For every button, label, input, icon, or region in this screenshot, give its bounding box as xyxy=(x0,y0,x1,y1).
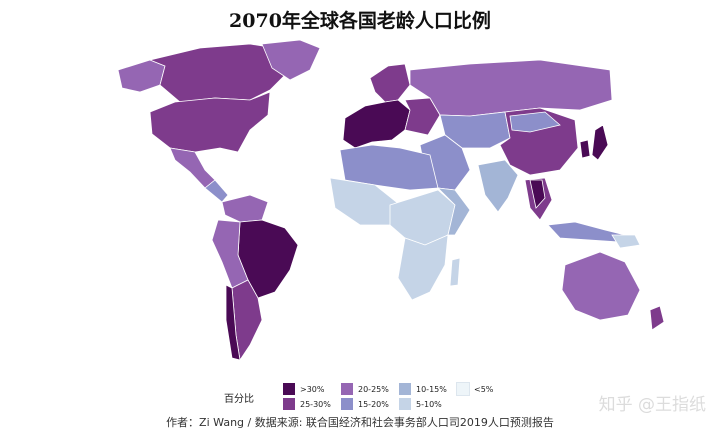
legend-swatch xyxy=(398,382,412,396)
legend-swatch xyxy=(282,382,296,396)
legend-label: 25-30% xyxy=(300,399,331,409)
legend-swatch xyxy=(340,397,354,411)
region-india xyxy=(477,159,519,213)
region-canada xyxy=(148,43,301,103)
legend-title: 百分比 xyxy=(224,394,254,405)
legend-label: >30% xyxy=(300,384,325,394)
legend-swatch xyxy=(456,382,470,396)
legend-label: <5% xyxy=(474,384,494,394)
legend-item-10-15: 10-15% xyxy=(398,382,447,396)
legend-item-20-25: 20-25% xyxy=(340,382,389,396)
region-chile xyxy=(225,284,241,361)
region-usa xyxy=(149,91,271,153)
legend-item-under-5: <5% xyxy=(456,382,493,396)
region-southern-africa xyxy=(397,234,449,301)
watermark: 知乎 @王指纸 xyxy=(598,395,706,415)
region-alaska xyxy=(117,59,166,93)
region-east-africa xyxy=(436,187,471,236)
world-map xyxy=(117,39,665,362)
region-indonesia xyxy=(547,221,626,243)
region-greenland xyxy=(261,39,321,81)
legend-item-over-30: >30% xyxy=(282,382,324,396)
region-scandinavia xyxy=(369,63,411,103)
source-caption: 作者：Zi Wang / 数据来源: 联合国经济和社会事务部人口司2019人口预… xyxy=(166,416,554,429)
region-australia xyxy=(561,251,641,321)
legend-label: 5-10% xyxy=(416,399,442,409)
region-mexico xyxy=(169,147,216,189)
legend-swatch xyxy=(398,397,412,411)
legend-label: 15-20% xyxy=(358,399,389,409)
legend-item-15-20: 15-20% xyxy=(340,397,389,411)
legend-swatch xyxy=(282,397,296,411)
region-mongolia xyxy=(509,111,561,133)
legend-item-5-10: 5-10% xyxy=(398,397,442,411)
region-russia xyxy=(409,59,613,117)
legend-label: 20-25% xyxy=(358,384,389,394)
region-new-zealand xyxy=(649,305,665,331)
region-japan xyxy=(591,124,609,161)
region-korea xyxy=(579,139,591,159)
legend-item-25-30: 25-30% xyxy=(282,397,331,411)
legend-swatch xyxy=(340,382,354,396)
region-madagascar xyxy=(449,257,461,287)
map-title: 2070年全球各国老龄人口比例 xyxy=(229,10,491,32)
region-colombia-venezuela xyxy=(221,194,269,223)
region-thailand xyxy=(529,179,546,209)
region-papua xyxy=(611,234,641,249)
region-central-america xyxy=(204,179,229,203)
legend-label: 10-15% xyxy=(416,384,447,394)
map-legend: 百分比 >30% 25-30% 20-25% 15-20% 10-15% 5-1… xyxy=(0,380,720,411)
region-western-europe xyxy=(342,99,411,149)
